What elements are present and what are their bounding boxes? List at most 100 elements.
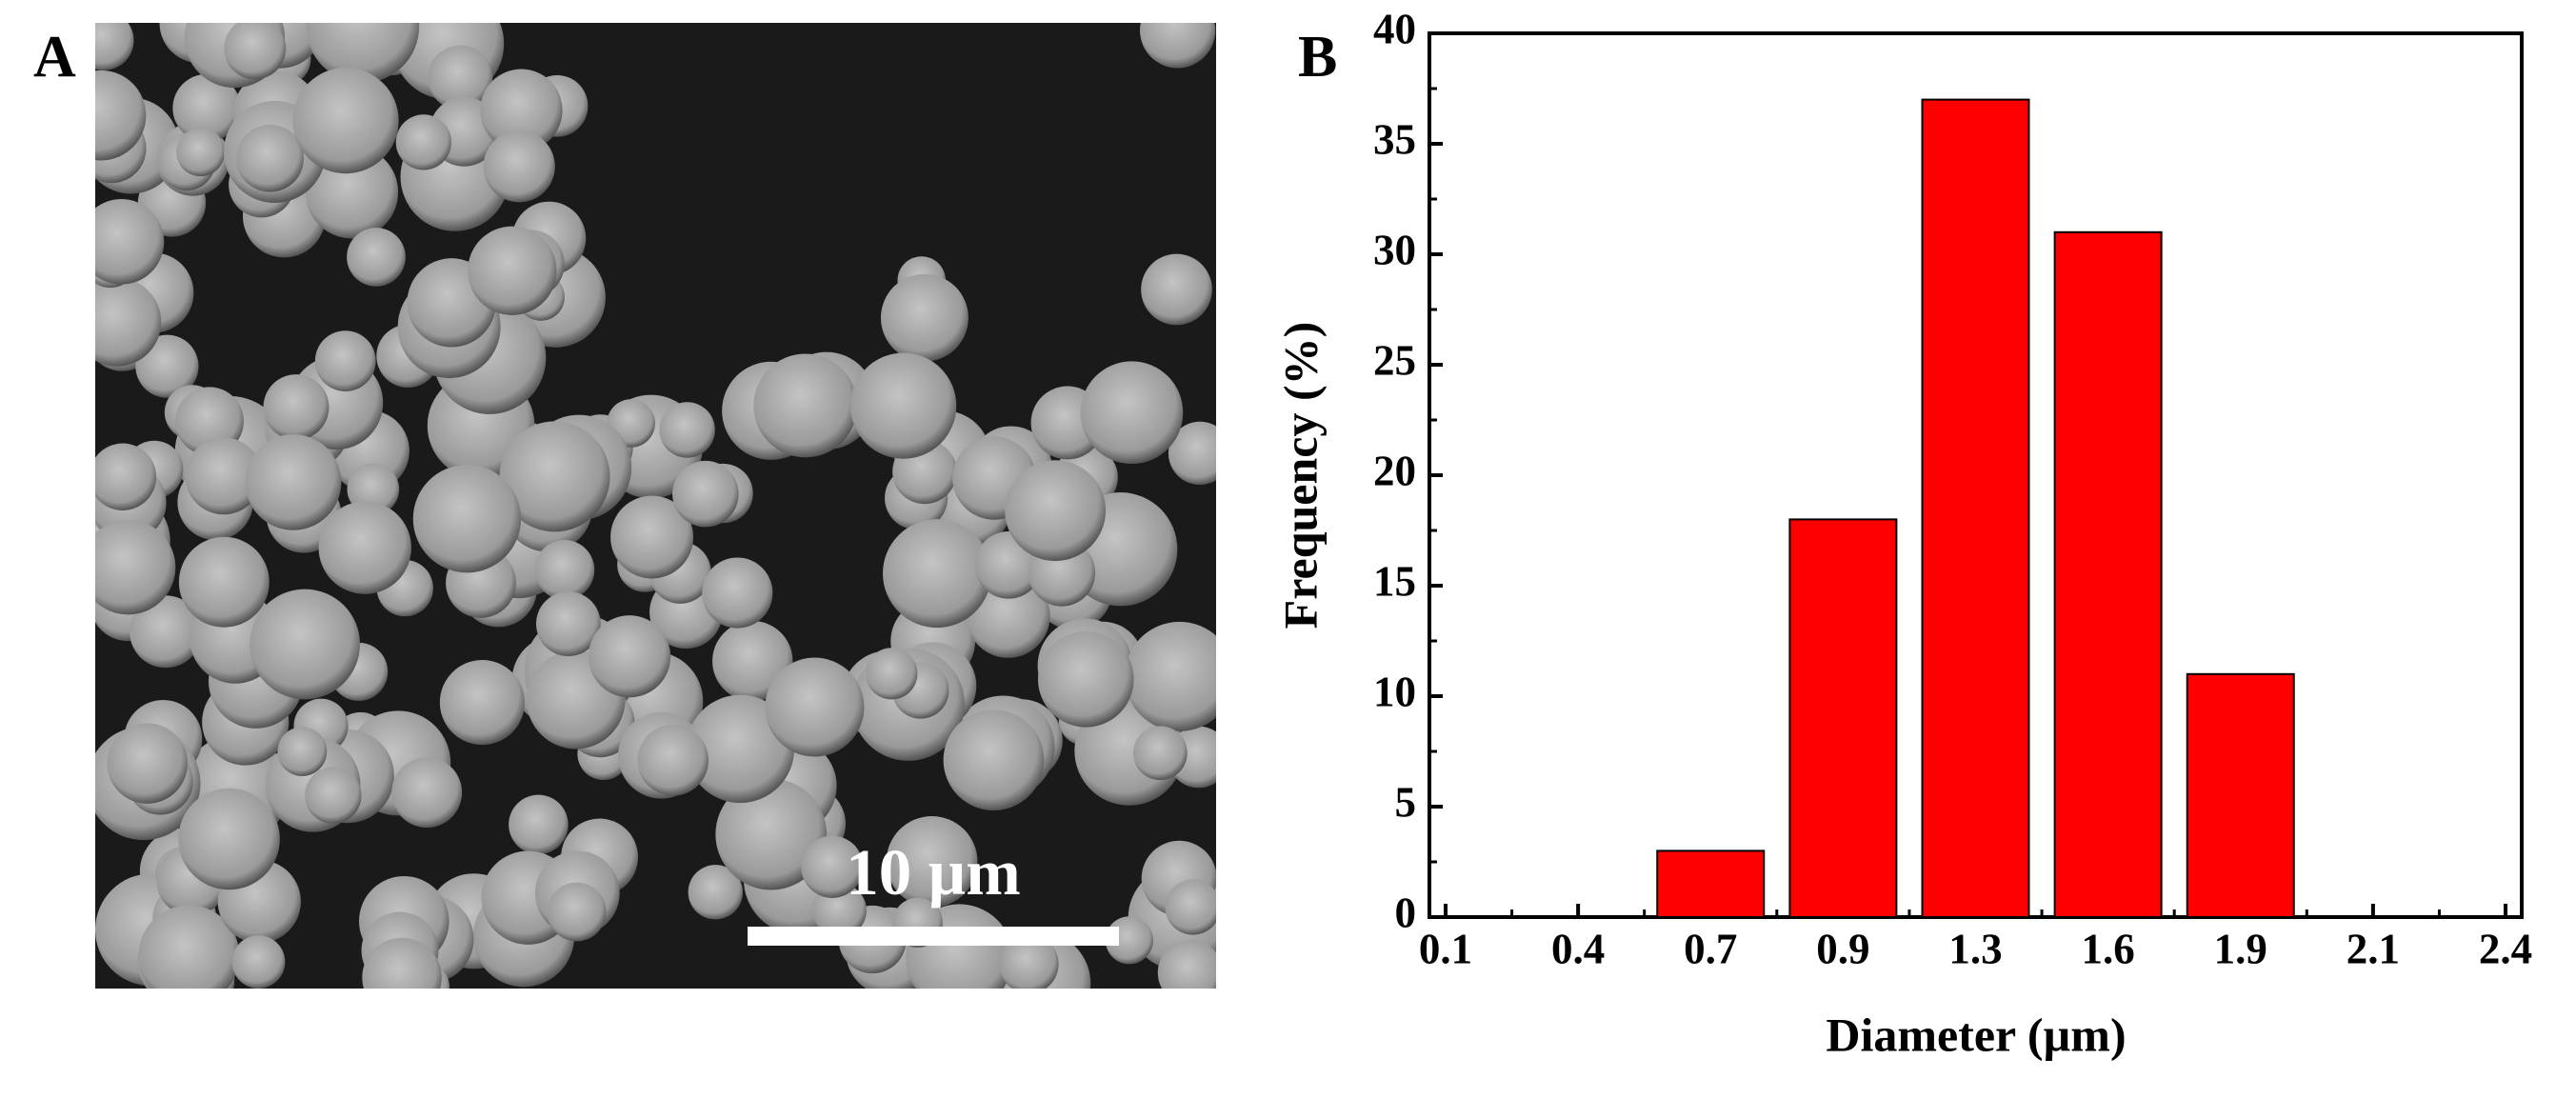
- x-tick-label: 1.6: [2082, 925, 2135, 972]
- panel-label: B: [1298, 25, 1337, 90]
- particle: [688, 865, 743, 920]
- particle: [314, 330, 376, 391]
- particle: [1157, 940, 1216, 989]
- bar: [1921, 98, 2030, 919]
- particle: [428, 45, 493, 110]
- y-tick-label: 10: [1373, 668, 1416, 715]
- particle: [801, 835, 864, 898]
- particle: [702, 557, 773, 629]
- particle: [395, 114, 451, 170]
- particle: [850, 352, 957, 459]
- x-tick-label: 1.3: [1948, 925, 2002, 972]
- y-tick-label: 0: [1395, 889, 1417, 936]
- particle: [1165, 879, 1216, 935]
- particle: [391, 757, 463, 829]
- particle: [95, 519, 176, 615]
- x-tick-label: 2.4: [2479, 925, 2532, 972]
- particle: [439, 660, 525, 746]
- particle: [292, 68, 399, 174]
- particle: [672, 460, 739, 528]
- x-tick-label: 2.1: [2346, 925, 2400, 972]
- particle: [483, 130, 555, 203]
- particle: [547, 882, 607, 942]
- particle: [966, 573, 1050, 658]
- x-tick-label: 0.7: [1684, 925, 1737, 972]
- particle: [1005, 460, 1107, 562]
- particle: [499, 421, 610, 532]
- particle: [277, 727, 328, 776]
- particle: [1125, 621, 1216, 731]
- particle: [95, 443, 157, 510]
- particle: [185, 437, 263, 515]
- y-tick-label: 35: [1373, 115, 1416, 163]
- y-tick-label: 25: [1373, 336, 1416, 384]
- particle: [306, 23, 420, 84]
- particle: [224, 23, 287, 80]
- particle: [588, 615, 671, 698]
- particle: [753, 353, 858, 458]
- particle: [509, 794, 569, 855]
- bar: [1788, 518, 1898, 919]
- y-tick-label: 20: [1373, 447, 1416, 494]
- particle: [765, 657, 865, 757]
- particles: [95, 23, 1216, 989]
- particle: [882, 519, 991, 629]
- y-axis-label: Frequency (%): [1273, 322, 1327, 629]
- x-tick-label: 1.9: [2214, 925, 2267, 972]
- particle: [95, 199, 165, 285]
- scale-bar-label: 10 µm: [846, 836, 1020, 909]
- bar: [2053, 230, 2163, 919]
- particle: [1140, 23, 1216, 69]
- particle: [231, 935, 286, 989]
- particle: [866, 648, 918, 700]
- particle: [480, 69, 563, 151]
- y-tick-label: 40: [1373, 5, 1416, 52]
- particle: [659, 402, 715, 458]
- particle: [236, 124, 305, 192]
- particle: [138, 905, 240, 989]
- particle: [1132, 726, 1188, 781]
- particle: [637, 724, 709, 796]
- particle: [135, 334, 199, 398]
- bar: [1656, 849, 1766, 919]
- particle: [347, 228, 406, 287]
- y-tick-label: 15: [1373, 557, 1416, 605]
- x-tick-label: 0.9: [1816, 925, 1869, 972]
- particle: [362, 937, 442, 989]
- particle: [178, 788, 280, 890]
- particle: [468, 226, 557, 315]
- panel-label: A: [33, 25, 76, 90]
- x-tick-label: 0.1: [1419, 925, 1472, 972]
- particle: [176, 128, 226, 177]
- particle: [886, 816, 978, 908]
- particle: [880, 273, 968, 362]
- particle: [318, 501, 411, 594]
- particle: [263, 374, 329, 441]
- particle: [305, 767, 362, 824]
- particle: [95, 23, 134, 70]
- x-axis-label: Diameter (µm): [1826, 1008, 2126, 1061]
- particle: [534, 540, 595, 600]
- particle: [95, 277, 162, 367]
- particle: [130, 595, 203, 669]
- particle: [172, 73, 241, 143]
- particle: [1037, 631, 1134, 728]
- y-tick-label: 30: [1373, 226, 1416, 273]
- particle: [95, 70, 147, 161]
- bar: [2186, 672, 2295, 918]
- y-tick-label: 5: [1395, 778, 1417, 826]
- x-tick-label: 0.4: [1551, 925, 1605, 972]
- particle: [245, 433, 342, 530]
- particle: [686, 694, 795, 804]
- particle: [999, 934, 1059, 989]
- particle: [535, 591, 601, 657]
- particle: [943, 709, 1045, 810]
- particle: [1168, 421, 1216, 486]
- particle: [1141, 253, 1212, 326]
- particle: [107, 723, 188, 804]
- particle: [715, 778, 828, 890]
- particle: [178, 536, 270, 628]
- particle: [1080, 361, 1184, 465]
- particle: [412, 464, 522, 573]
